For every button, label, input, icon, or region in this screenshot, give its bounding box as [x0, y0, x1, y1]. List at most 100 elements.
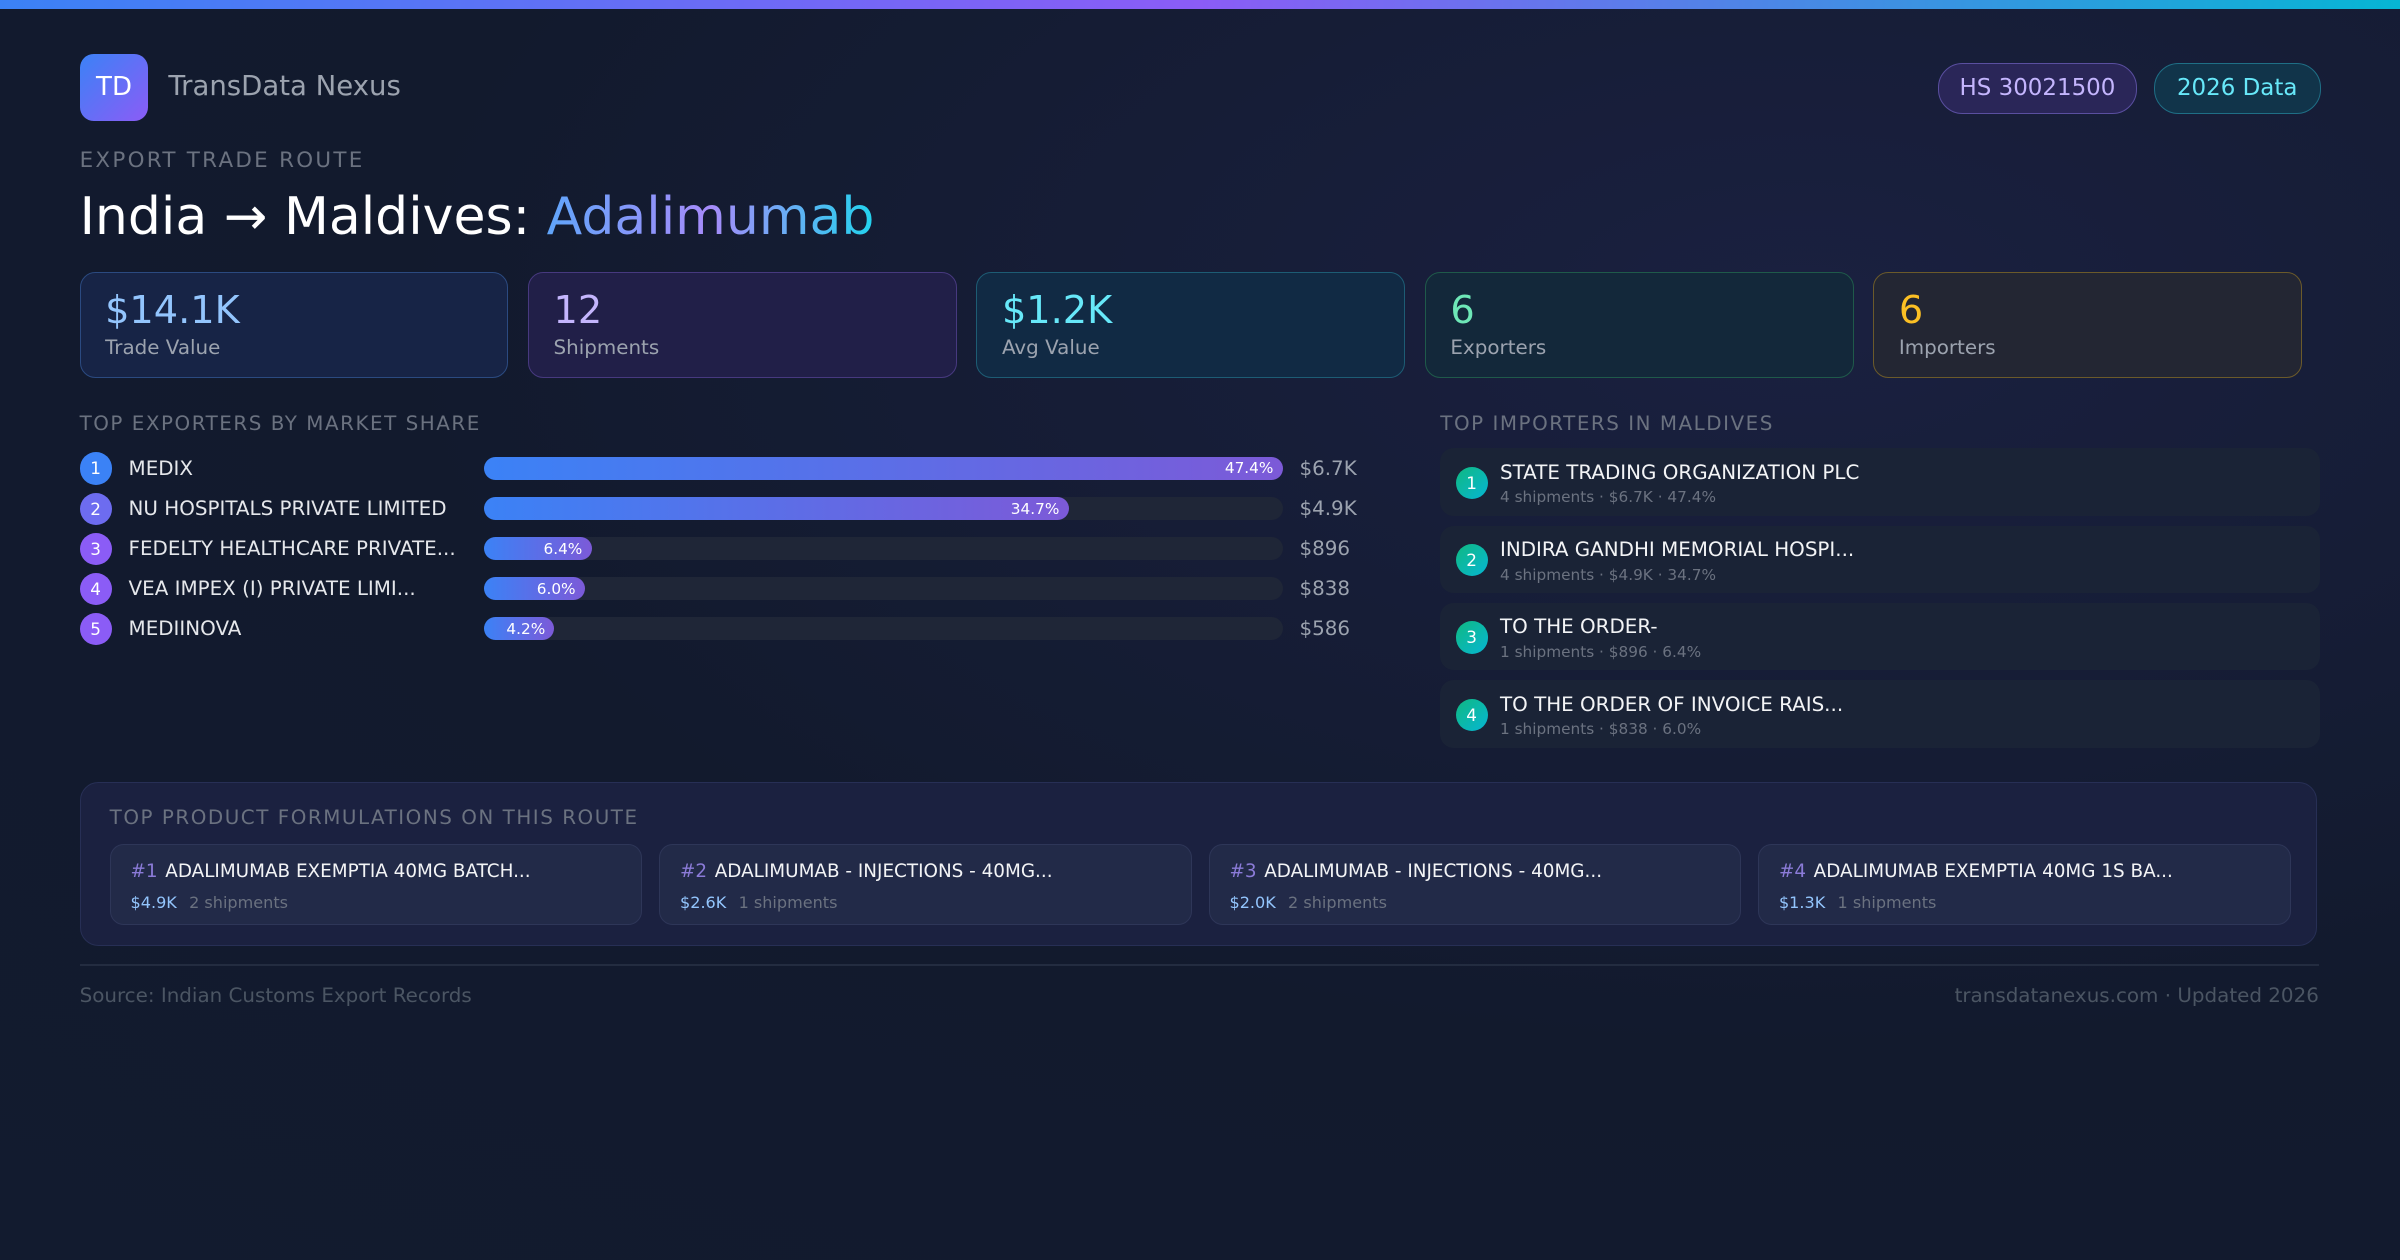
stat-label: Importers — [1898, 336, 1996, 360]
footer-site[interactable]: transdatanexus.com · Updated 2026 — [1954, 984, 2319, 1008]
rank-badge: 3 — [1455, 621, 1488, 654]
exporter-name: MEDIX — [128, 457, 194, 480]
exporter-name: FEDELTY HEALTHCARE PRIVATE... — [128, 537, 456, 561]
exporters-list: 1 MEDIX 47.4% $6.7K 2 NU HOSPITALS PRIVAT… — [79, 448, 1366, 649]
formulation-meta: $4.9K 2 shipments — [131, 893, 288, 912]
importer-name: STATE TRADING ORGANIZATION PLC — [1499, 460, 1860, 484]
accent-bar — [0, 0, 2400, 10]
rank-badge: 5 — [79, 612, 112, 645]
importer-meta: 4 shipments · $6.7K · 47.4% — [1499, 488, 1717, 507]
formulation-card[interactable]: #4 ADALIMUMAB EXEMPTIA 40MG 1S BA... $1.3… — [1758, 844, 2291, 926]
formulation-meta: $2.0K 2 shipments — [1229, 893, 1386, 912]
share-bar-fill: 47.4% — [483, 457, 1283, 480]
title-product: Adalimumab — [546, 186, 875, 247]
formulation-name: ADALIMUMAB EXEMPTIA 40MG BATCH... — [165, 860, 531, 882]
formulation-value: $1.3K — [1778, 892, 1826, 912]
stat-label: Avg Value — [1001, 336, 1100, 360]
importer-name: TO THE ORDER OF INVOICE RAIS... — [1499, 692, 1844, 716]
formulation-card[interactable]: #2 ADALIMUMAB - INJECTIONS - 40MG... $2.6… — [659, 844, 1192, 926]
importer-card[interactable]: 3 TO THE ORDER- 1 shipments · $896 · 6.4… — [1440, 603, 2321, 671]
rank-badge: 1 — [79, 452, 112, 485]
formulation-value: $4.9K — [130, 892, 177, 912]
formulation-rank: #1 — [130, 860, 158, 882]
stat-avg-value: $1.2K Avg Value — [976, 272, 1406, 379]
stat-exporters: 6 Exporters — [1424, 272, 1854, 379]
formulation-title: #3 ADALIMUMAB - INJECTIONS - 40MG... — [1229, 861, 1602, 882]
formulation-name: ADALIMUMAB - INJECTIONS - 40MG... — [1264, 860, 1603, 882]
importer-meta: 1 shipments · $838 · 6.0% — [1499, 720, 1702, 739]
share-bar-track: 4.2% — [483, 617, 1283, 641]
formulation-rank: #3 — [1229, 860, 1257, 882]
formulation-meta: $2.6K 1 shipments — [680, 893, 837, 912]
formulation-name: ADALIMUMAB - INJECTIONS - 40MG... — [714, 860, 1053, 882]
share-bar-fill: 6.4% — [483, 537, 592, 561]
exporter-row[interactable]: 4 VEA IMPEX (I) PRIVATE LIMI... 6.0% $83… — [79, 569, 1366, 609]
importer-name: INDIRA GANDHI MEMORIAL HOSPI... — [1499, 537, 1855, 561]
share-bar-fill: 6.0% — [483, 577, 585, 601]
exporter-row[interactable]: 2 NU HOSPITALS PRIVATE LIMITED 34.7% $4.… — [79, 489, 1366, 529]
stat-value: $14.1K — [105, 288, 240, 334]
exporter-value: $4.9K — [1299, 497, 1357, 521]
exporter-row[interactable]: 1 MEDIX 47.4% $6.7K — [79, 448, 1366, 488]
formulations-panel: TOP PRODUCT FORMULATIONS ON THIS ROUTE #… — [79, 782, 2318, 946]
page-eyebrow: EXPORT TRADE ROUTE — [79, 148, 365, 174]
rank-badge: 3 — [79, 532, 112, 565]
logo[interactable]: TD — [79, 53, 149, 121]
formulation-title: #1 ADALIMUMAB EXEMPTIA 40MG BATCH... — [131, 861, 531, 882]
importer-card[interactable]: 1 STATE TRADING ORGANIZATION PLC 4 shipm… — [1440, 448, 2321, 516]
stat-value: 12 — [553, 288, 603, 334]
stat-label: Exporters — [1450, 336, 1547, 360]
formulation-shipments: 2 shipments — [1288, 892, 1387, 912]
exporter-value: $6.7K — [1299, 457, 1357, 480]
formulation-shipments: 1 shipments — [738, 892, 838, 912]
formulations-heading: TOP PRODUCT FORMULATIONS ON THIS ROUTE — [109, 806, 639, 830]
rank-badge: 4 — [1455, 698, 1488, 731]
formulation-card[interactable]: #3 ADALIMUMAB - INJECTIONS - 40MG... $2.0… — [1208, 844, 1742, 926]
stat-importers: 6 Importers — [1873, 272, 2302, 379]
rank-badge: 1 — [1455, 466, 1488, 499]
stat-value: 6 — [1898, 288, 1924, 334]
hs-code-badge: HS 30021500 — [1937, 62, 2138, 114]
formulation-card[interactable]: #1 ADALIMUMAB EXEMPTIA 40MG BATCH... $4.9… — [109, 844, 643, 926]
importer-card[interactable]: 2 INDIRA GANDHI MEMORIAL HOSPI... 4 ship… — [1440, 525, 2321, 594]
importer-meta: 1 shipments · $896 · 6.4% — [1499, 642, 1702, 661]
formulation-rank: #4 — [1778, 860, 1807, 882]
share-bar-fill: 4.2% — [483, 617, 555, 641]
formulation-rank: #2 — [680, 860, 708, 882]
brand-name[interactable]: TransData Nexus — [168, 70, 401, 103]
share-bar-track: 6.4% — [483, 537, 1283, 561]
page-title: India → Maldives: Adalimumab — [80, 187, 875, 247]
stat-value: 6 — [1450, 288, 1475, 334]
exporter-value: $896 — [1299, 537, 1351, 561]
share-bar-track: 47.4% — [483, 457, 1283, 480]
footer-source: Source: Indian Customs Export Records — [79, 984, 472, 1008]
formulation-name: ADALIMUMAB EXEMPTIA 40MG 1S BA... — [1813, 860, 2173, 882]
rank-badge: 4 — [79, 572, 112, 605]
formulation-meta: $1.3K 1 shipments — [1779, 893, 1936, 912]
stat-value: $1.2K — [1001, 288, 1113, 334]
exporter-name: VEA IMPEX (I) PRIVATE LIMI... — [128, 577, 416, 601]
share-bar-track: 34.7% — [483, 497, 1283, 521]
stat-shipments: 12 Shipments — [528, 272, 957, 379]
year-badge: 2026 Data — [2153, 62, 2321, 114]
importers-heading: TOP IMPORTERS IN MALDIVES — [1440, 411, 1774, 435]
stat-label: Trade Value — [105, 336, 221, 360]
rank-badge: 2 — [1455, 544, 1488, 577]
formulation-shipments: 1 shipments — [1837, 892, 1937, 912]
formulation-title: #2 ADALIMUMAB - INJECTIONS - 40MG... — [680, 861, 1053, 882]
stat-label: Shipments — [553, 336, 660, 360]
exporter-row[interactable]: 5 MEDIINOVA 4.2% $586 — [79, 609, 1366, 649]
title-route: India → Maldives: — [79, 186, 531, 247]
formulation-value: $2.0K — [1229, 892, 1276, 912]
formulation-title: #4 ADALIMUMAB EXEMPTIA 40MG 1S BA... — [1779, 861, 2173, 882]
footer-divider — [79, 964, 2319, 966]
importer-meta: 4 shipments · $4.9K · 34.7% — [1499, 565, 1717, 584]
formulations-list: #1 ADALIMUMAB EXEMPTIA 40MG BATCH... $4.9… — [109, 844, 2291, 926]
importer-card[interactable]: 4 TO THE ORDER OF INVOICE RAIS... 1 ship… — [1440, 680, 2321, 748]
formulation-shipments: 2 shipments — [189, 892, 289, 912]
exporter-row[interactable]: 3 FEDELTY HEALTHCARE PRIVATE... 6.4% $89… — [79, 529, 1366, 569]
exporters-heading: TOP EXPORTERS BY MARKET SHARE — [79, 411, 481, 435]
importers-list: 1 STATE TRADING ORGANIZATION PLC 4 shipm… — [1440, 448, 2321, 757]
exporter-name: NU HOSPITALS PRIVATE LIMITED — [128, 497, 447, 521]
